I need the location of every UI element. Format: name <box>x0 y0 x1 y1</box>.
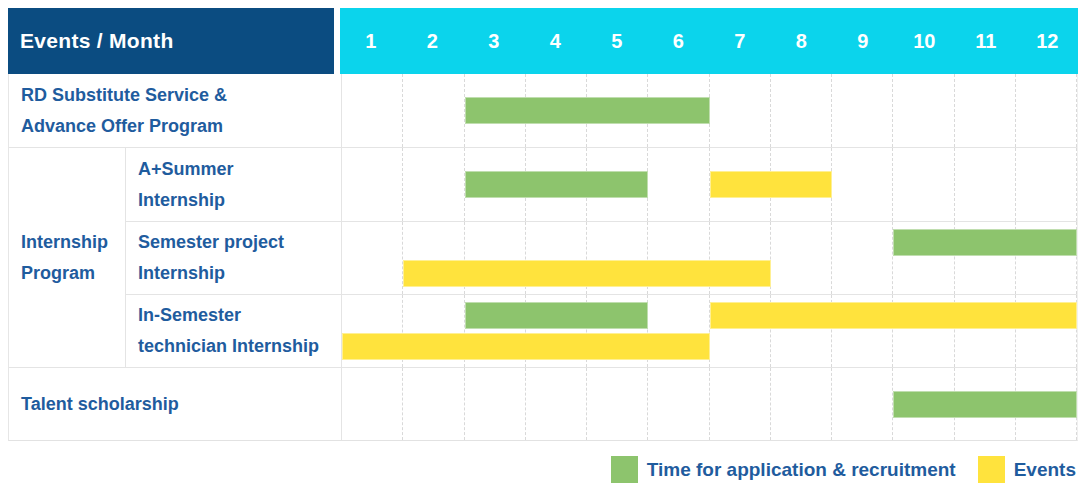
internship-subrows: A+Summer Internship Semester project Int… <box>125 148 1077 367</box>
group-label-line: Program <box>21 258 125 289</box>
month-header-band: 123456789101112 <box>340 8 1078 74</box>
bar-lines <box>342 148 1077 221</box>
bar-line <box>342 227 1077 258</box>
month-header-4: 4 <box>525 8 587 74</box>
group-label-line: Internship <box>21 227 125 258</box>
row-label-in-semester-technician: In-Semester technician Internship <box>125 295 341 367</box>
chart-row-rd-substitute <box>341 74 1077 147</box>
bar-lines <box>342 295 1077 367</box>
row-in-semester-technician: In-Semester technician Internship <box>125 294 1077 367</box>
month-header-9: 9 <box>832 8 894 74</box>
header-title: Events / Month <box>20 29 174 53</box>
bar-lines <box>342 368 1077 440</box>
bar-lines <box>342 222 1077 294</box>
row-label-line: Internship <box>138 185 341 216</box>
events-bar <box>710 302 1078 329</box>
events-bar <box>710 171 833 198</box>
header-events-month-cell: Events / Month <box>8 8 334 74</box>
group-label-internship-program: Internship Program <box>9 148 125 367</box>
row-a-plus-summer: A+Summer Internship <box>125 148 1077 221</box>
row-talent-scholarship: Talent scholarship <box>9 367 1077 440</box>
chart-row-talent-scholarship <box>341 368 1077 440</box>
row-semester-project: Semester project Internship <box>125 221 1077 294</box>
application-recruitment-bar <box>465 302 649 329</box>
row-label-rd-substitute: RD Substitute Service & Advance Offer Pr… <box>9 74 341 147</box>
chart-row-a-plus-summer <box>341 148 1077 221</box>
month-header-7: 7 <box>709 8 771 74</box>
bar-line <box>342 331 1077 362</box>
application-recruitment-bar <box>465 97 710 124</box>
row-rd-substitute: RD Substitute Service & Advance Offer Pr… <box>9 74 1077 147</box>
bar-line <box>342 389 1077 420</box>
legend-swatch-application-recruitment <box>611 456 638 483</box>
row-label-line: Advance Offer Program <box>21 111 341 142</box>
bar-line <box>342 95 1077 126</box>
month-header-8: 8 <box>771 8 833 74</box>
application-recruitment-bar <box>893 391 1077 418</box>
chart-row-in-semester-technician <box>341 295 1077 367</box>
legend-swatch-events <box>978 456 1005 483</box>
month-header-11: 11 <box>955 8 1017 74</box>
month-header-1: 1 <box>340 8 402 74</box>
row-group-internship-program: Internship Program A+Summer Internship S… <box>9 147 1077 367</box>
month-header-10: 10 <box>894 8 956 74</box>
table-header: Events / Month 123456789101112 <box>8 8 1078 74</box>
application-recruitment-bar <box>893 229 1077 256</box>
gantt-schedule-table: Events / Month 123456789101112 RD Substi… <box>8 8 1078 483</box>
month-header-6: 6 <box>648 8 710 74</box>
bar-line <box>342 258 1077 289</box>
month-header-3: 3 <box>463 8 525 74</box>
table-body: RD Substitute Service & Advance Offer Pr… <box>8 74 1078 441</box>
row-label-semester-project: Semester project Internship <box>125 222 341 294</box>
legend: Time for application & recruitment Event… <box>8 456 1078 483</box>
month-header-2: 2 <box>402 8 464 74</box>
events-bar <box>342 333 710 360</box>
month-header-12: 12 <box>1017 8 1079 74</box>
row-label-line: Internship <box>138 258 341 289</box>
bar-line <box>342 300 1077 331</box>
month-header-5: 5 <box>586 8 648 74</box>
legend-label-events: Events <box>1014 459 1076 481</box>
row-label-line: Talent scholarship <box>21 389 341 420</box>
row-label-line: In-Semester <box>138 300 341 331</box>
chart-row-semester-project <box>341 222 1077 294</box>
application-recruitment-bar <box>465 171 649 198</box>
bar-line <box>342 169 1077 200</box>
legend-label-application-recruitment: Time for application & recruitment <box>647 459 956 481</box>
bar-lines <box>342 74 1077 147</box>
row-label-line: Semester project <box>138 227 341 258</box>
row-label-line: A+Summer <box>138 154 341 185</box>
row-label-line: RD Substitute Service & <box>21 80 341 111</box>
row-label-talent-scholarship: Talent scholarship <box>9 368 341 440</box>
events-bar <box>403 260 771 287</box>
row-label-line: technician Internship <box>138 331 341 362</box>
row-label-a-plus-summer: A+Summer Internship <box>125 148 341 221</box>
